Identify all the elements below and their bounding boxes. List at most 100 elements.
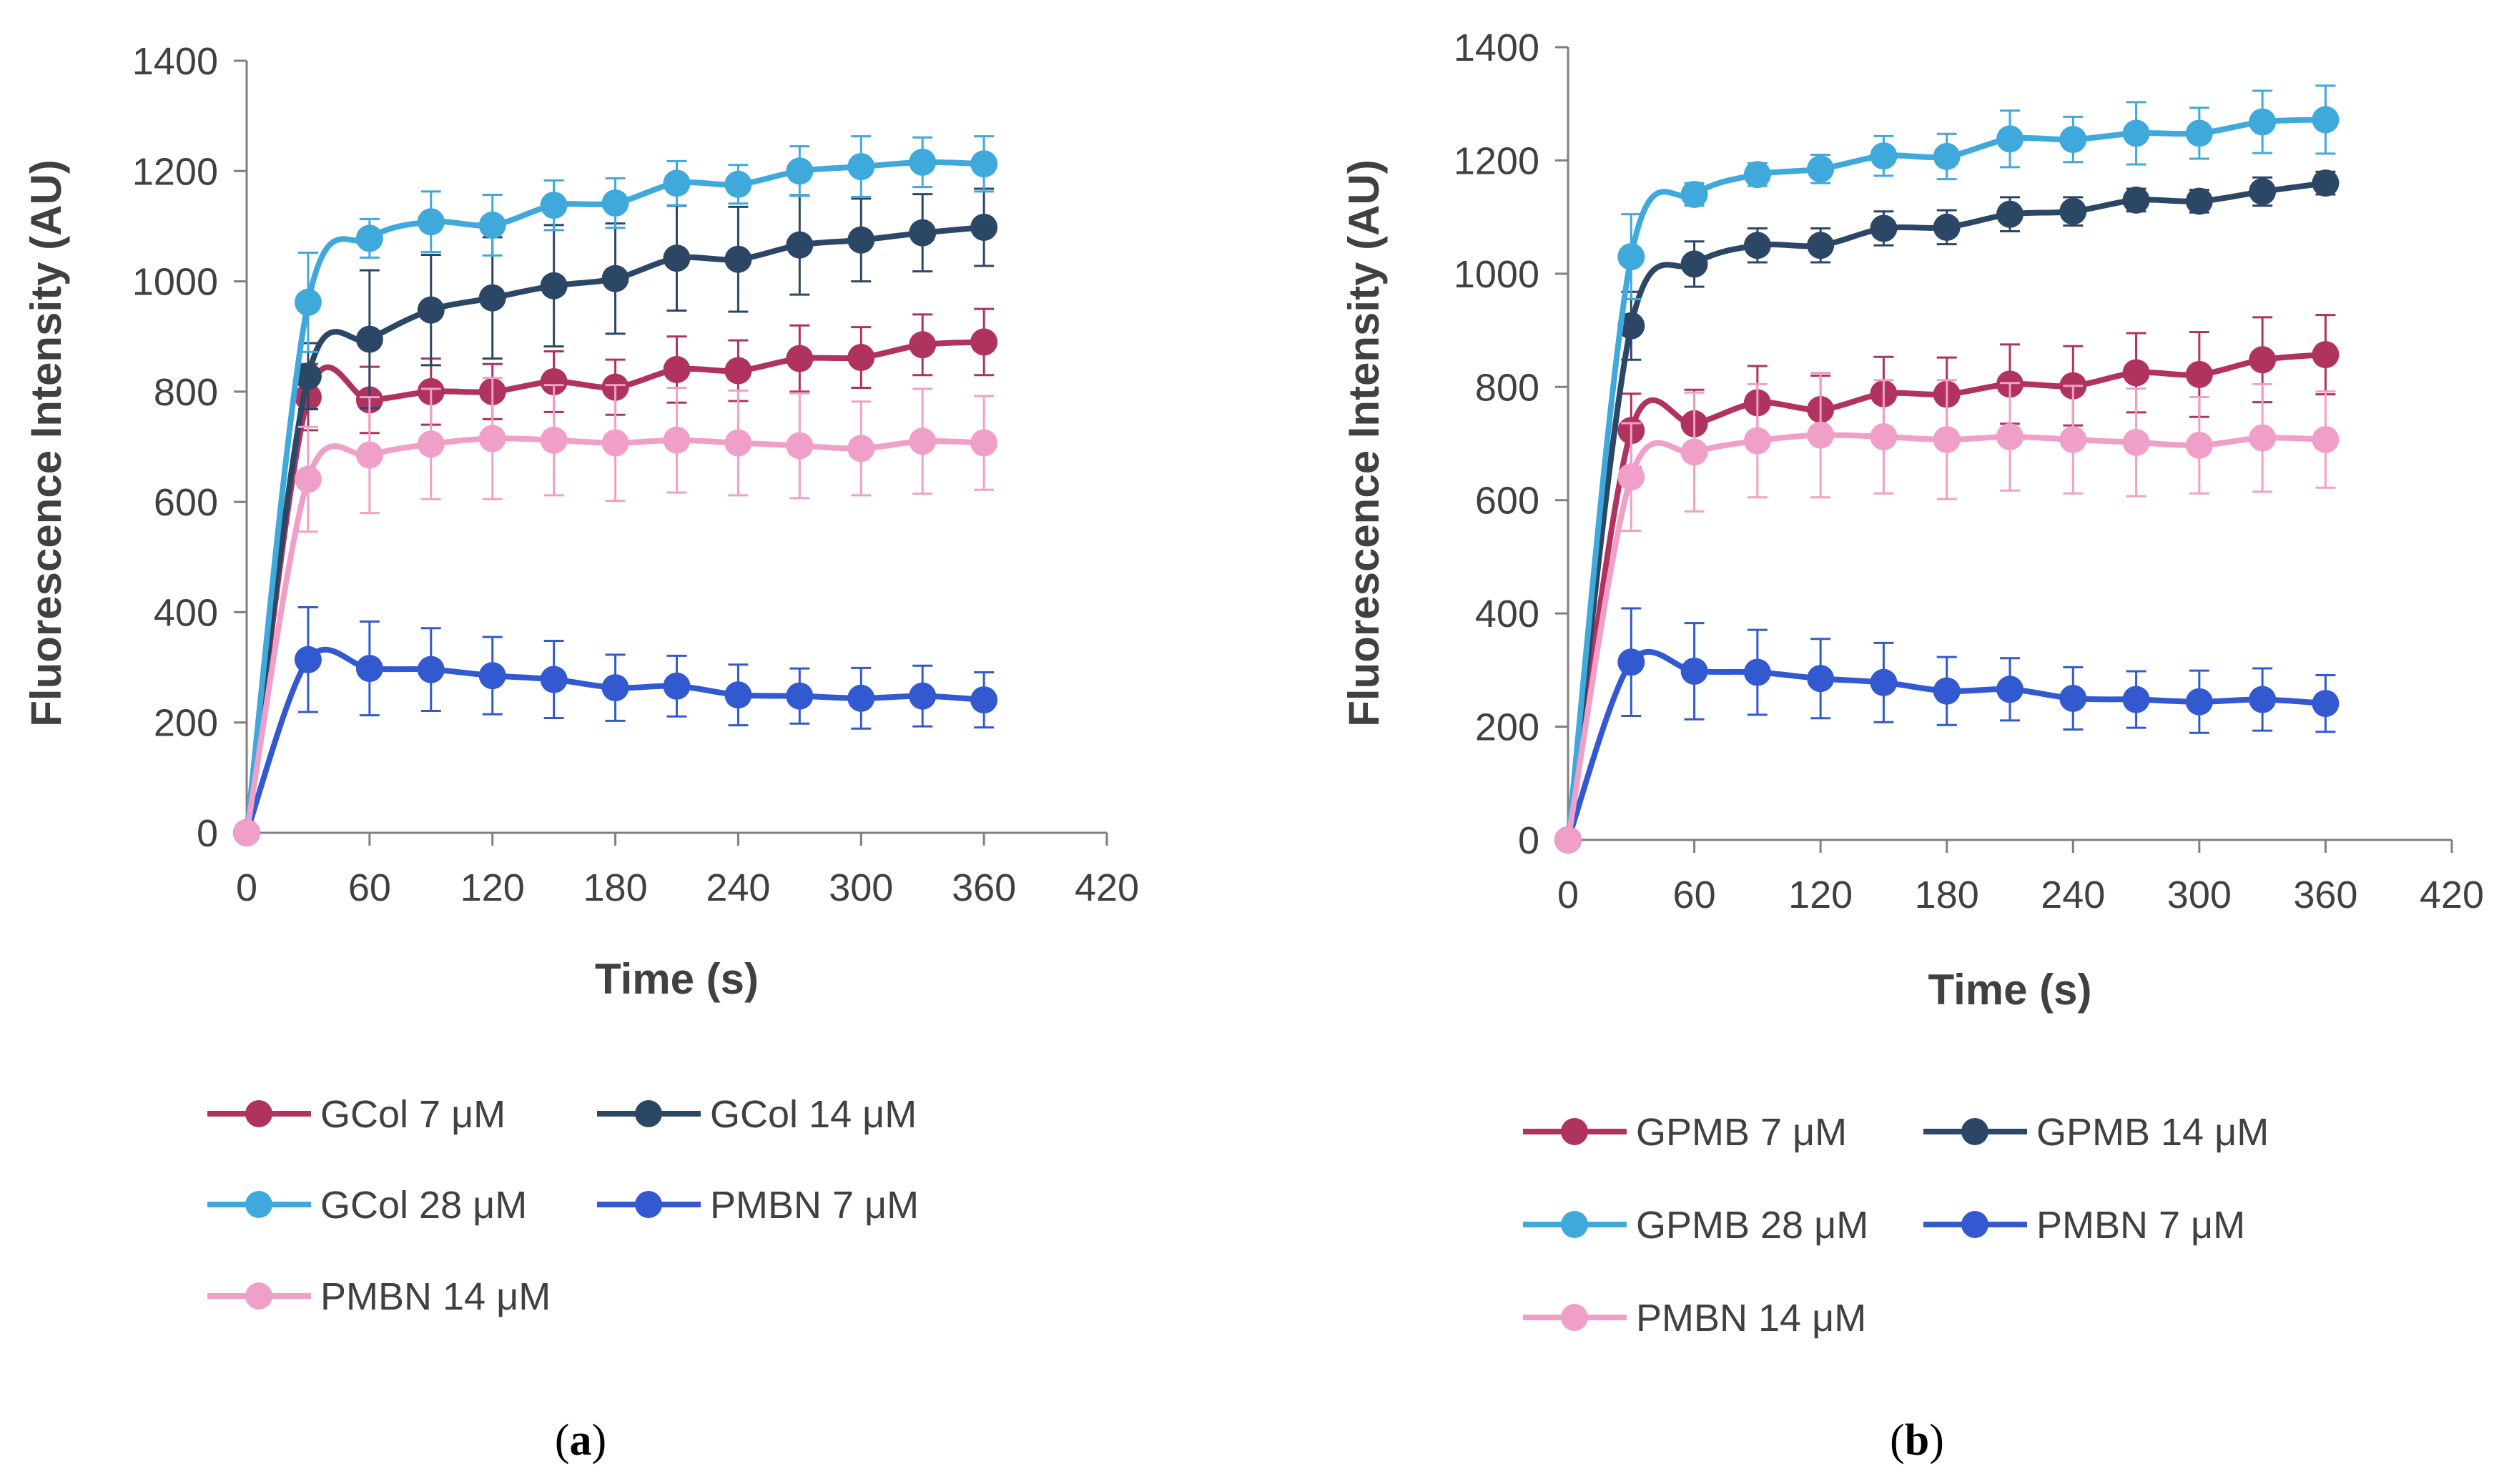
x-tick-label: 300 xyxy=(2167,874,2232,916)
data-point xyxy=(1933,425,1961,453)
data-point xyxy=(294,288,322,316)
data-point xyxy=(2312,690,2340,718)
legend-item: GCol 7 μM xyxy=(207,1093,506,1136)
legend: GCol 7 μM GCol 14 μM GCol 28 μM PMBN 7 μM PM… xyxy=(207,1093,919,1318)
data-point xyxy=(724,429,752,457)
legend-swatch-marker xyxy=(1561,1118,1588,1145)
legend-item: PMBN 7 μM xyxy=(1923,1204,2245,1247)
x-tick-label: 300 xyxy=(829,866,893,909)
x-tick-label: 0 xyxy=(236,866,257,909)
panel-label: (a) xyxy=(555,1416,606,1465)
legend-swatch-marker xyxy=(245,1282,272,1310)
data-point xyxy=(355,441,383,469)
data-point xyxy=(417,656,445,683)
data-point xyxy=(2312,106,2340,134)
data-point xyxy=(1680,438,1708,466)
series-gpmb-28-m xyxy=(1554,84,2340,854)
data-point xyxy=(2059,197,2087,225)
data-point xyxy=(970,686,998,714)
data-point xyxy=(1870,214,1898,242)
data-point xyxy=(294,362,322,390)
data-point xyxy=(417,208,445,236)
data-point xyxy=(2312,341,2340,369)
y-tick-label: 1400 xyxy=(1454,26,1539,69)
y-tick-label: 800 xyxy=(154,371,218,414)
data-point xyxy=(786,432,814,460)
x-tick-label: 180 xyxy=(583,866,648,909)
data-point xyxy=(355,224,383,252)
y-tick-label: 200 xyxy=(1475,706,1539,749)
y-tick-label: 1000 xyxy=(1454,253,1539,296)
data-point xyxy=(2249,108,2277,136)
data-point xyxy=(786,682,814,710)
x-axis-title: Time (s) xyxy=(1928,966,2092,1014)
data-point xyxy=(847,344,875,372)
legend-label: PMBN 14 μM xyxy=(1636,1297,1866,1340)
legend-item: GPMB 7 μM xyxy=(1523,1111,1847,1154)
data-point xyxy=(1807,155,1835,183)
x-tick-label: 360 xyxy=(2293,874,2357,916)
legend-item: GPMB 14 μM xyxy=(1923,1111,2269,1154)
data-point xyxy=(2185,187,2213,215)
chart-panel-a: 0 200 400 600 800 1000 1200 1400 0 60 120 180 240 300… xyxy=(22,40,1139,1465)
legend-swatch-marker xyxy=(1561,1304,1588,1331)
data-point xyxy=(970,150,998,178)
legend-item: GCol 14 μM xyxy=(597,1093,917,1136)
data-point xyxy=(970,429,998,457)
data-point xyxy=(847,435,875,462)
data-point xyxy=(724,170,752,198)
y-tick-label: 800 xyxy=(1475,366,1539,409)
data-point xyxy=(1743,232,1771,259)
legend-item: PMBN 7 μM xyxy=(597,1184,919,1227)
data-point xyxy=(2122,359,2150,387)
y-tick-label: 0 xyxy=(1518,819,1539,862)
data-point xyxy=(540,272,568,300)
data-point xyxy=(847,226,875,254)
data-point xyxy=(663,244,691,272)
data-point xyxy=(909,682,937,710)
y-tick-label: 1400 xyxy=(132,40,218,83)
series-pmbn-7-m xyxy=(233,605,998,846)
y-tick-label: 1000 xyxy=(132,261,218,304)
legend: GPMB 7 μM GPMB 14 μM GPMB 28 μM PMBN 7 μM PM… xyxy=(1523,1111,2269,1340)
data-point xyxy=(417,430,445,458)
y-axis-title: Fluorescence Intensity (AU) xyxy=(22,159,70,727)
data-point xyxy=(601,264,629,292)
data-point xyxy=(909,148,937,176)
legend-item: PMBN 14 μM xyxy=(207,1275,551,1318)
chart-panel-b: 0 200 400 600 800 1000 1200 1400 0 60 120 180 240 300… xyxy=(1340,26,2484,1465)
series-gpmb-14-m xyxy=(1554,169,2340,854)
y-axis-title: Fluorescence Intensity (AU) xyxy=(1340,159,1388,727)
legend-label: GCol 28 μM xyxy=(320,1184,527,1227)
legend-swatch-marker xyxy=(1561,1211,1588,1238)
data-point xyxy=(786,345,814,372)
x-tick-label: 60 xyxy=(348,866,391,909)
data-point xyxy=(540,426,568,454)
data-point xyxy=(1743,427,1771,455)
data-point xyxy=(478,211,506,239)
data-point xyxy=(2249,177,2277,205)
y-tick-label: 600 xyxy=(154,481,218,524)
data-point xyxy=(1554,826,1582,854)
y-tick-label: 0 xyxy=(197,812,218,855)
legend-label: PMBN 7 μM xyxy=(710,1184,919,1227)
series-line xyxy=(1565,180,2329,843)
data-point xyxy=(1996,125,2024,153)
data-point xyxy=(2312,425,2340,453)
y-tick-label: 1200 xyxy=(1454,139,1539,182)
data-point xyxy=(909,219,937,247)
x-tick-label: 180 xyxy=(1915,874,1979,916)
series-gcol-28-m xyxy=(233,135,998,846)
data-point xyxy=(724,245,752,273)
data-point xyxy=(540,367,568,395)
data-point xyxy=(601,674,629,702)
data-point xyxy=(1680,250,1708,278)
data-point xyxy=(601,189,629,217)
data-point xyxy=(1870,142,1898,170)
data-point xyxy=(417,296,445,324)
x-tick-label: 60 xyxy=(1673,874,1716,916)
data-point xyxy=(478,662,506,690)
data-point xyxy=(1617,243,1645,271)
data-point xyxy=(2249,346,2277,374)
data-point xyxy=(2059,684,2087,712)
